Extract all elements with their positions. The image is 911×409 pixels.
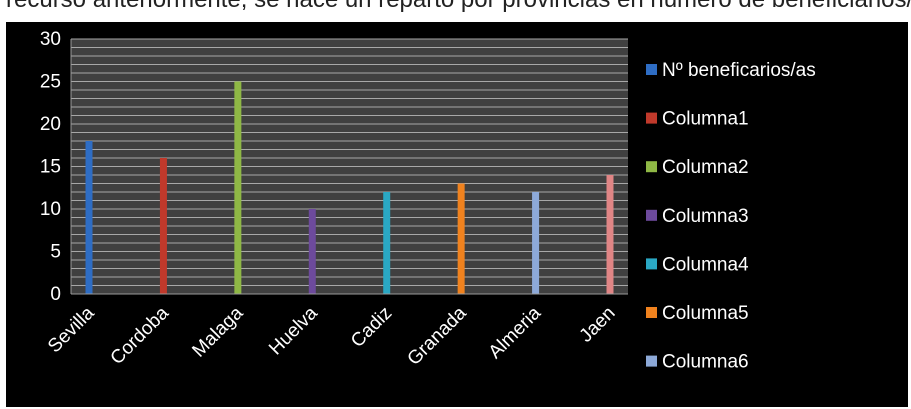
y-tick-label: 15 [40,157,61,178]
bar-huelva [308,209,316,294]
y-tick-label: 0 [50,284,61,305]
bar-jaen [606,175,614,294]
y-tick-label: 5 [50,242,61,263]
legend-swatch [646,112,657,124]
legend-swatch [646,209,657,221]
x-tick-label: Sevilla [44,302,99,357]
legend-label: Columna5 [662,303,749,324]
chart-panel: 0 5 10 15 20 25 30 Sevilla Cordoba Malaga Huelva C… [6,22,908,407]
legend-swatch [646,355,657,367]
y-tick-label: 25 [40,72,61,93]
bar-granada [457,183,465,294]
legend-swatch [646,64,657,75]
y-tick-label: 10 [40,199,61,220]
y-tick-label: 20 [40,114,61,135]
x-tick-label: Cordoba [107,302,174,369]
bar-almeria [532,192,540,294]
legend-label: Columna6 [662,352,749,373]
bar-cordoba [159,158,167,294]
x-axis-ticks: Sevilla Cordoba Malaga Huelva Cadiz Granada Al… [44,302,619,369]
bar-malaga [234,81,242,294]
bar-cadiz [383,192,391,294]
x-tick-label: Jaen [576,303,620,347]
bars [85,81,614,294]
legend-swatch [646,258,657,270]
x-tick-label: Granada [404,302,471,369]
y-axis-ticks: 0 5 10 15 20 25 30 [40,29,61,305]
header-text: recurso anteriormente, se hace un repart… [6,0,911,14]
legend-label: Columna4 [662,254,749,275]
legend-label: Nº beneficarios/as [662,60,816,81]
legend-swatch [646,307,657,318]
cropped-header-text: recurso anteriormente, se hace un repart… [0,0,911,24]
x-tick-label: Almeria [485,302,546,363]
x-tick-label: Malaga [188,302,247,361]
legend-swatch [646,161,657,173]
legend-label: Columna3 [662,206,749,227]
legend: Nº beneficarios/as Columna1 Columna2 Column… [646,60,816,373]
x-tick-label: Cadiz [347,303,396,352]
bar-sevilla [85,141,93,294]
legend-label: Columna2 [662,157,749,178]
bar-chart: 0 5 10 15 20 25 30 Sevilla Cordoba Malaga Huelva C… [40,29,816,373]
x-tick-label: Huelva [265,302,322,359]
legend-label: Columna1 [662,109,749,130]
y-tick-label: 30 [40,29,61,50]
